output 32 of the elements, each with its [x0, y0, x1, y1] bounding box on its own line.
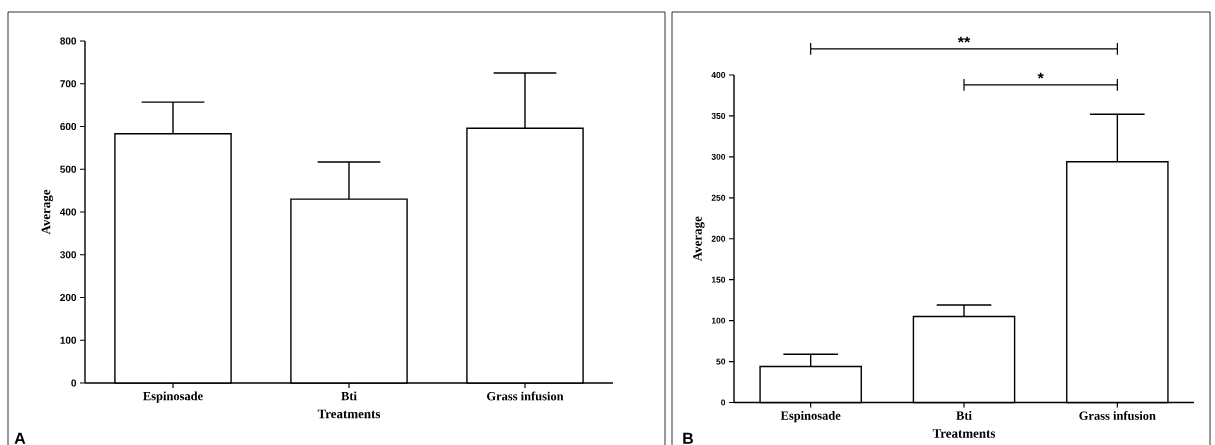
- x-axis-title: Treatments: [317, 409, 381, 419]
- y-tick-label: 800: [60, 37, 77, 45]
- x-axis-title: Treatments: [932, 429, 996, 438]
- annotation: *: [1037, 72, 1044, 79]
- y-tick-label: 600: [60, 122, 77, 131]
- y-tick-label: 100: [711, 317, 726, 324]
- y-tick-label: 150: [711, 276, 726, 283]
- text: A: [14, 432, 26, 444]
- x-tick-label: Grass infusion: [1079, 411, 1156, 420]
- y-tick-label: 200: [60, 293, 77, 302]
- x-tick-label: Grass infusion: [487, 391, 564, 401]
- y-tick-label: 200: [711, 235, 726, 242]
- x-tick-label: Espinosade: [143, 391, 203, 403]
- y-tick-label: 100: [60, 336, 77, 344]
- text: B: [683, 432, 693, 444]
- y-tick-label: 0: [71, 379, 77, 387]
- y-tick-label: 400: [60, 208, 77, 216]
- y-axis-title: Average: [693, 216, 705, 262]
- x-tick-label: Bti: [341, 391, 357, 401]
- y-tick-label: 500: [60, 165, 77, 173]
- y-tick-label: 0: [721, 399, 726, 406]
- y-tick-label: 300: [711, 153, 726, 160]
- text: **: [957, 36, 971, 43]
- y-tick-label: 700: [60, 80, 77, 88]
- y-tick-label: 400: [711, 72, 726, 78]
- y-tick-label: 250: [711, 194, 726, 201]
- x-tick-label: Espinosade: [780, 411, 841, 423]
- y-tick-label: 300: [60, 251, 77, 259]
- y-axis-title: Average: [41, 189, 54, 235]
- y-tick-label: 50: [716, 358, 726, 365]
- x-tick-label: Bti: [956, 411, 972, 420]
- y-tick-label: 350: [711, 112, 726, 119]
